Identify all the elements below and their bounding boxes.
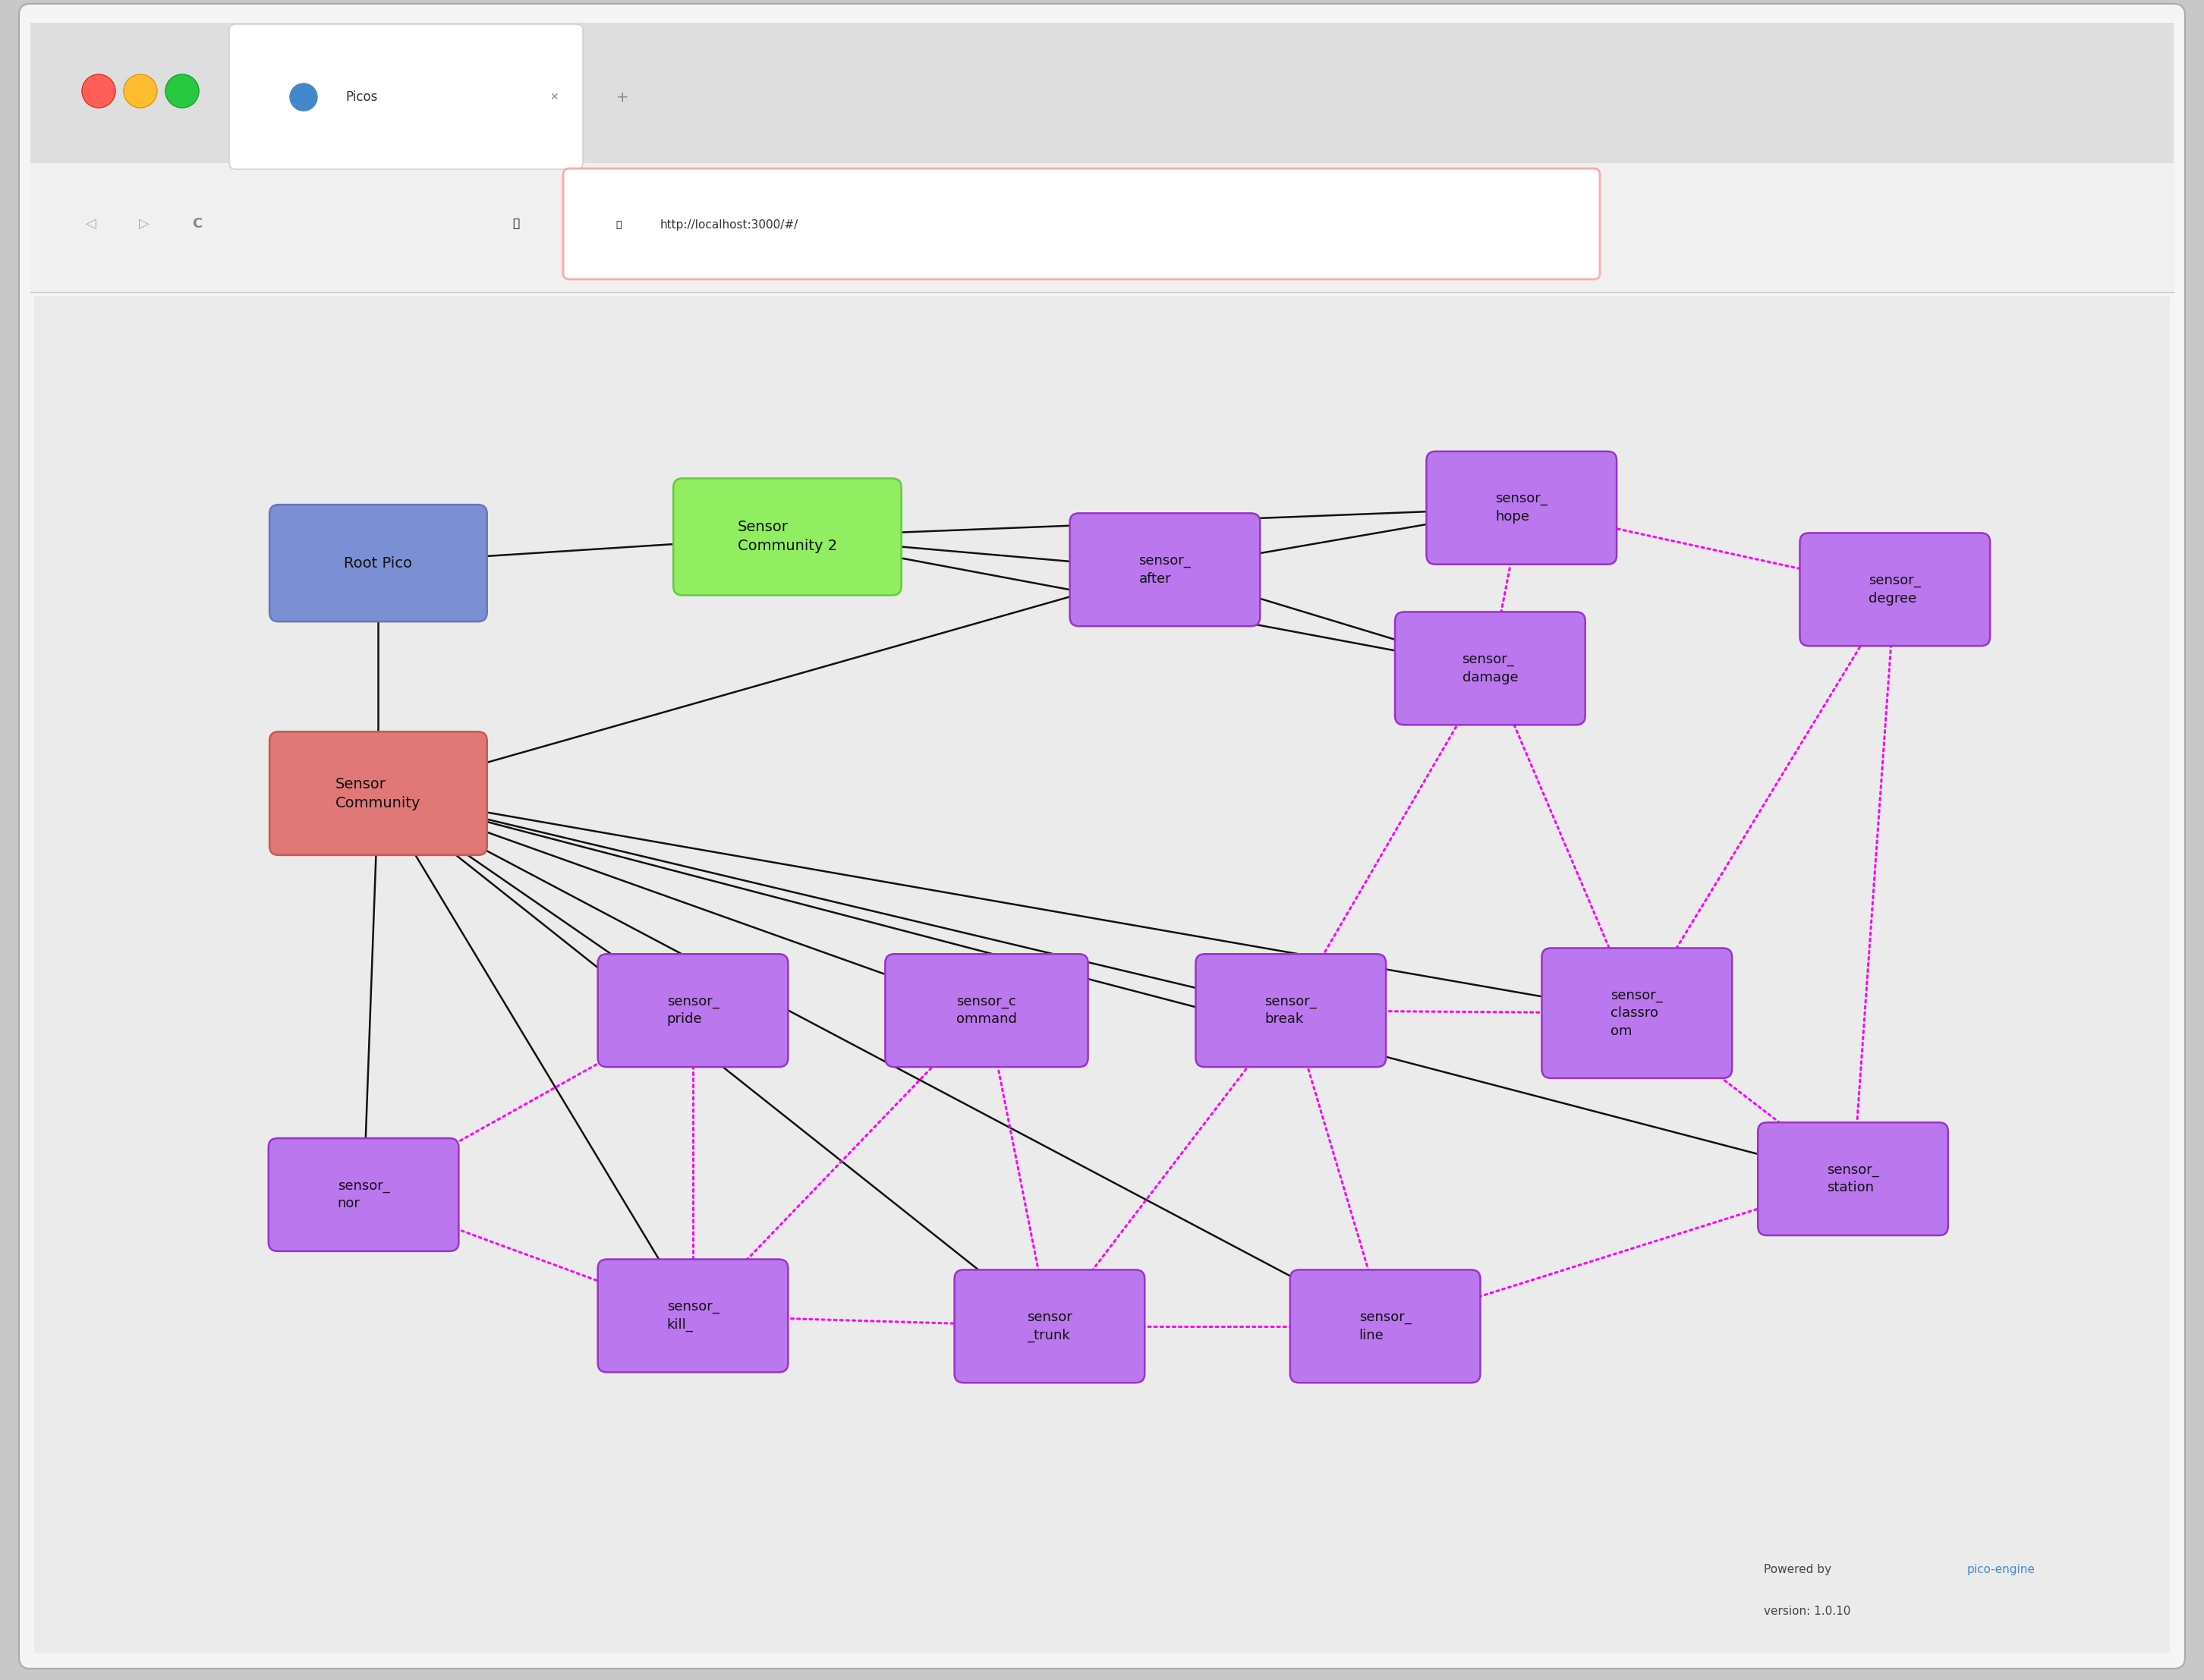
FancyBboxPatch shape	[229, 24, 582, 170]
Text: sensor_
classro
om: sensor_ classro om	[1611, 988, 1664, 1038]
FancyBboxPatch shape	[1759, 1122, 1948, 1235]
FancyBboxPatch shape	[1289, 1270, 1481, 1383]
Text: Sensor
Community 2: Sensor Community 2	[738, 521, 838, 553]
Bar	[33, 296, 2171, 1653]
Text: sensor_
line: sensor_ line	[1360, 1310, 1411, 1342]
Circle shape	[291, 84, 317, 111]
Text: sensor_
station: sensor_ station	[1827, 1163, 1880, 1194]
FancyBboxPatch shape	[1543, 948, 1732, 1079]
Circle shape	[123, 74, 156, 108]
FancyBboxPatch shape	[269, 504, 487, 622]
Bar	[31, 24, 2173, 163]
Text: sensor_
damage: sensor_ damage	[1461, 652, 1519, 684]
FancyBboxPatch shape	[564, 168, 1600, 279]
Text: 🔒: 🔒	[615, 220, 622, 230]
Text: sensor_c
ommand: sensor_c ommand	[957, 995, 1016, 1026]
Text: sensor_
break: sensor_ break	[1265, 995, 1318, 1026]
Text: ▷: ▷	[139, 217, 150, 230]
FancyBboxPatch shape	[674, 479, 901, 595]
Text: version: 1.0.10: version: 1.0.10	[1763, 1606, 1851, 1618]
FancyBboxPatch shape	[20, 3, 2184, 1668]
FancyBboxPatch shape	[1801, 533, 1990, 645]
Text: 🔖: 🔖	[514, 218, 520, 230]
Circle shape	[165, 74, 198, 108]
Text: sensor_
kill_: sensor_ kill_	[668, 1300, 719, 1332]
FancyBboxPatch shape	[269, 732, 487, 855]
Text: +: +	[617, 91, 628, 104]
Text: Picos: Picos	[346, 91, 377, 104]
FancyBboxPatch shape	[1069, 512, 1261, 627]
Text: pico-engine: pico-engine	[1968, 1564, 2036, 1576]
Text: C: C	[192, 217, 203, 230]
FancyBboxPatch shape	[1197, 954, 1386, 1067]
Text: sensor_
after: sensor_ after	[1139, 554, 1190, 586]
Bar	[31, 163, 2173, 292]
FancyBboxPatch shape	[954, 1270, 1144, 1383]
Text: sensor
_trunk: sensor _trunk	[1027, 1310, 1071, 1342]
Text: ✕: ✕	[549, 92, 558, 102]
Circle shape	[82, 74, 115, 108]
FancyBboxPatch shape	[886, 954, 1089, 1067]
FancyBboxPatch shape	[597, 1260, 789, 1373]
FancyBboxPatch shape	[269, 1139, 458, 1252]
Text: sensor_
degree: sensor_ degree	[1869, 573, 1922, 605]
Text: Root Pico: Root Pico	[344, 556, 412, 570]
Text: sensor_
nor: sensor_ nor	[337, 1179, 390, 1211]
FancyBboxPatch shape	[1426, 452, 1618, 564]
Text: Powered by: Powered by	[1763, 1564, 1836, 1576]
FancyBboxPatch shape	[597, 954, 789, 1067]
Text: http://localhost:3000/#/: http://localhost:3000/#/	[661, 218, 798, 230]
Text: sensor_
hope: sensor_ hope	[1494, 492, 1547, 524]
Text: Sensor
Community: Sensor Community	[335, 776, 421, 810]
Text: sensor_
pride: sensor_ pride	[668, 995, 719, 1026]
FancyBboxPatch shape	[1395, 612, 1585, 724]
Text: ◁: ◁	[86, 217, 97, 230]
